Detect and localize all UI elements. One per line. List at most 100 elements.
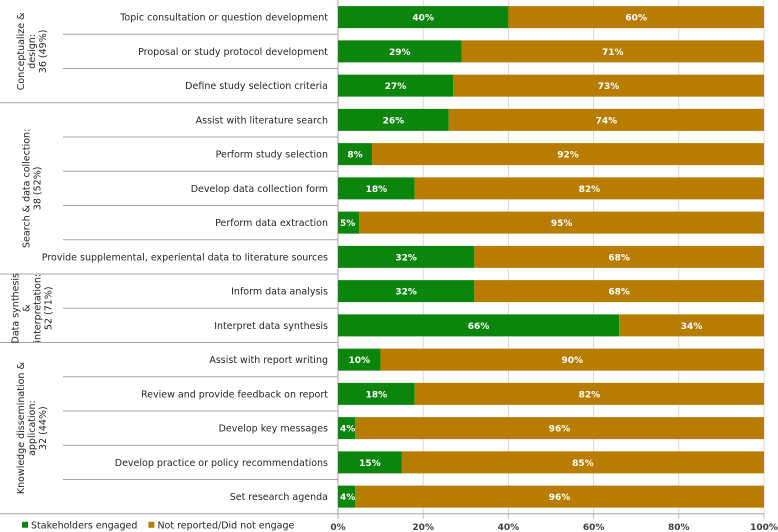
bar-segment	[338, 314, 620, 337]
bar-segment	[461, 40, 764, 63]
data-label: 82%	[579, 185, 601, 195]
bar-segment	[380, 348, 764, 371]
data-label: 15%	[359, 459, 381, 469]
bar-segment	[355, 485, 764, 508]
category-label: Topic consultation or question developme…	[119, 13, 328, 24]
group-label: Conceptualize &design:36 (49%)	[16, 12, 49, 90]
data-label: 68%	[608, 253, 630, 263]
category-label: Inform data analysis	[231, 287, 328, 298]
x-tick-label: 0%	[330, 523, 345, 532]
data-label: 74%	[596, 116, 618, 126]
bar-segment	[619, 314, 764, 337]
group-label: Data synthesis&interpretation:52 (71%)	[11, 273, 55, 343]
bar-segment	[359, 211, 764, 234]
bar-segment	[355, 417, 764, 440]
x-tick-label: 40%	[498, 523, 520, 532]
data-label: 95%	[551, 219, 573, 229]
x-tick-label: 80%	[668, 523, 690, 532]
bar-segment	[453, 74, 764, 97]
data-label: 4%	[340, 493, 355, 503]
group-label-line: 32 (44%)	[38, 406, 49, 450]
category-label: Set research agenda	[230, 492, 328, 503]
bar-segment	[338, 451, 402, 474]
data-label: 71%	[602, 48, 624, 58]
bar-segment	[338, 177, 415, 200]
data-label: 34%	[681, 322, 703, 332]
data-label: 27%	[385, 82, 407, 92]
group-label-line: application:	[27, 400, 38, 456]
group-label-line: Search & data collection:	[22, 129, 33, 248]
bar-segment	[474, 280, 764, 303]
bar-segment	[338, 382, 415, 405]
x-tick-label: 20%	[412, 523, 434, 532]
data-label: 26%	[383, 116, 405, 126]
category-label: Assist with report writing	[209, 355, 328, 366]
group-label-line: Knowledge dissemination &	[16, 362, 27, 495]
category-label: Develop key messages	[219, 424, 328, 435]
category-label: Develop data collection form	[191, 184, 328, 195]
legend-label: Stakeholders engaged	[31, 520, 137, 531]
group-label-line: interpretation:	[33, 274, 44, 343]
bar-segment	[338, 74, 454, 97]
bar-segment	[372, 143, 764, 166]
group-label: Knowledge dissemination &application:32 …	[16, 362, 49, 495]
category-label: Perform study selection	[216, 150, 328, 161]
category-label: Define study selection criteria	[185, 81, 328, 92]
data-label: 8%	[347, 151, 362, 161]
data-label: 68%	[608, 288, 630, 298]
data-label: 60%	[625, 14, 647, 24]
bar-segment	[338, 348, 381, 371]
group-label: Search & data collection:38 (52%)	[22, 129, 44, 248]
data-label: 18%	[366, 185, 388, 195]
data-label: 73%	[598, 82, 620, 92]
group-label-line: 38 (52%)	[33, 167, 44, 211]
x-tick-label: 60%	[583, 523, 605, 532]
category-label: Proposal or study protocol development	[138, 47, 328, 58]
data-label: 96%	[549, 425, 571, 435]
group-label-line: design:	[27, 34, 38, 69]
category-label: Provide supplemental, experiental data t…	[42, 252, 328, 263]
bar-segment	[338, 245, 475, 268]
data-label: 4%	[340, 425, 355, 435]
bar-segment	[338, 485, 356, 508]
group-label-line: &	[22, 304, 33, 312]
bar-segment	[414, 177, 764, 200]
bar-segment	[474, 245, 764, 268]
bar-segment	[338, 280, 475, 303]
group-label-line: Data synthesis	[11, 273, 22, 343]
data-label: 96%	[549, 493, 571, 503]
data-label: 40%	[412, 14, 434, 24]
bar-segment	[414, 382, 764, 405]
group-label-line: 52 (71%)	[44, 286, 55, 330]
data-label: 92%	[557, 151, 579, 161]
bar-segment	[338, 108, 449, 131]
bar-segment	[401, 451, 764, 474]
bar-segment	[338, 211, 360, 234]
category-label: Develop practice or policy recommendatio…	[115, 458, 328, 469]
bar-segment	[338, 40, 462, 63]
data-label: 29%	[389, 48, 411, 58]
bar-segment	[448, 108, 764, 131]
data-label: 66%	[468, 322, 490, 332]
data-label: 5%	[340, 219, 355, 229]
group-label-line: Conceptualize &	[16, 12, 27, 90]
legend-label: Not reported/Did not engage	[157, 520, 294, 531]
legend-swatch	[148, 521, 155, 528]
category-label: Review and provide feedback on report	[141, 389, 328, 400]
data-label: 85%	[572, 459, 594, 469]
bar-segment	[338, 417, 356, 440]
data-label: 90%	[562, 356, 584, 366]
data-label: 32%	[395, 253, 417, 263]
data-label: 18%	[366, 390, 388, 400]
category-label: Assist with literature search	[196, 115, 328, 126]
bar-segment	[338, 6, 509, 29]
data-label: 32%	[395, 288, 417, 298]
category-label: Interpret data synthesis	[214, 321, 328, 332]
category-label: Perform data extraction	[215, 218, 328, 229]
bar-segment	[508, 6, 764, 29]
group-label-line: 36 (49%)	[38, 30, 49, 74]
data-label: 10%	[349, 356, 371, 366]
data-label: 82%	[579, 390, 601, 400]
